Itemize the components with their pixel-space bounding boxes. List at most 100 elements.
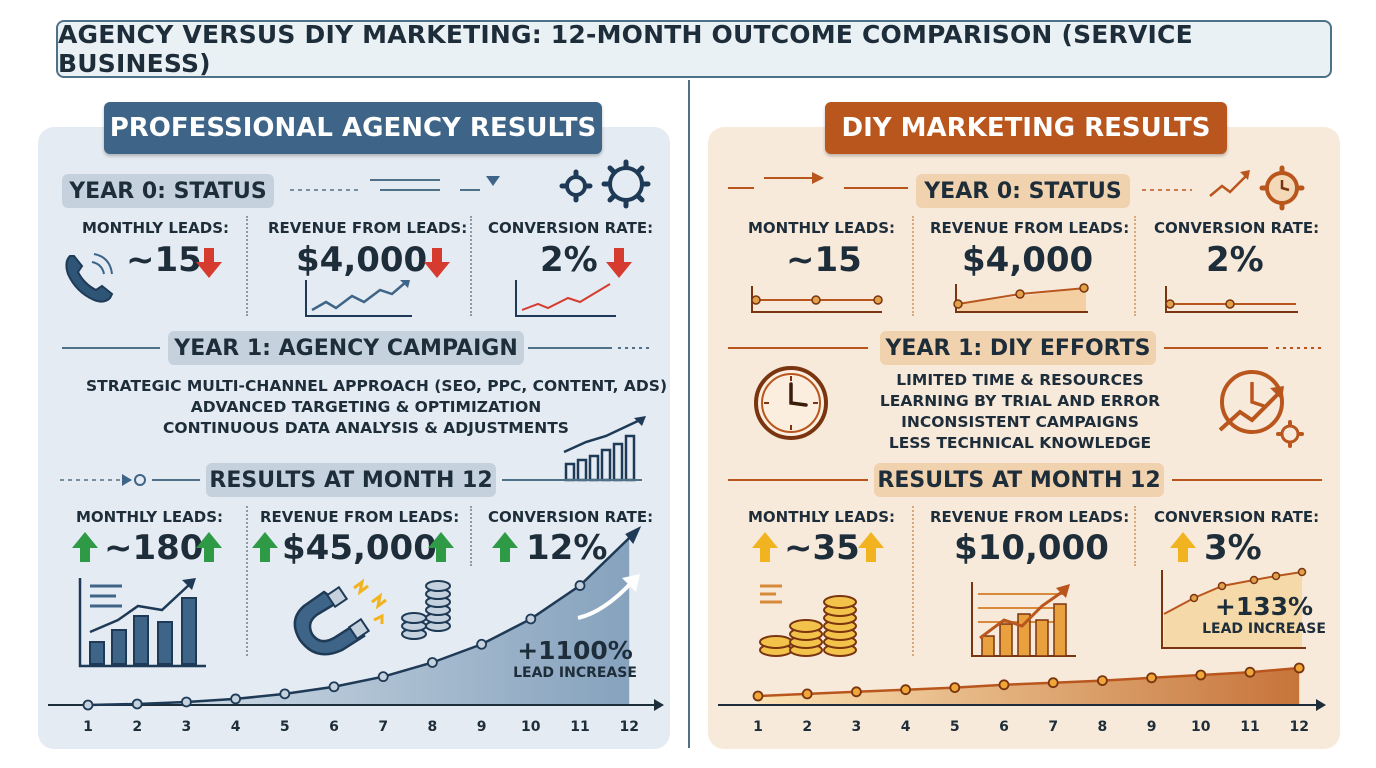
diy-r-leads-value: ~35	[784, 528, 860, 568]
magnet-icon	[293, 578, 451, 656]
gear-icon	[559, 159, 651, 209]
chart-x-tick: 12	[619, 719, 638, 735]
chart-series-line	[87, 537, 631, 707]
chart-x-tick: 4	[231, 719, 241, 735]
chart-point	[1146, 672, 1158, 684]
agency-y0-revenue-value: $4,000	[296, 240, 428, 280]
down-arrow-icon	[196, 248, 222, 278]
diy-r-revenue-value: $10,000	[954, 528, 1109, 568]
up-arrow-icon	[1170, 532, 1196, 562]
chart-point	[949, 682, 961, 694]
coins-icon	[759, 584, 857, 657]
agency-r-conversion-value: 12%	[526, 528, 608, 568]
chart-point	[1293, 662, 1305, 674]
chart-point	[525, 613, 537, 625]
chart-point	[1047, 677, 1059, 689]
chart-x-tick: 2	[802, 719, 812, 735]
chart-point	[279, 688, 291, 700]
down-arrow-icon	[424, 248, 450, 278]
flat-line-icon	[1165, 286, 1298, 313]
decor-line	[502, 479, 642, 481]
chart-point	[426, 657, 438, 668]
agency-y0-leads-label: MONTHLY LEADS:	[82, 219, 229, 237]
up-arrow-icon	[72, 532, 98, 562]
chart-x-tick: 7	[1048, 719, 1058, 735]
chart-point	[801, 688, 813, 700]
chart-x-tick: 6	[999, 719, 1009, 735]
chart-point	[574, 580, 586, 591]
chart-point	[82, 699, 94, 711]
chart-point	[131, 698, 143, 710]
chart-x-tick: 1	[753, 719, 763, 735]
chart-point	[476, 638, 488, 650]
chart-point	[1096, 675, 1108, 687]
agency-r-leads-label: MONTHLY LEADS:	[76, 508, 223, 526]
section-divider-line	[62, 347, 652, 349]
agency-y0-conversion-label: CONVERSION RATE:	[488, 219, 654, 237]
chart-point	[900, 684, 912, 696]
decor-arrow	[60, 474, 200, 486]
diy-year0-pill: YEAR 0: STATUS	[916, 174, 1130, 208]
diy-year1-pill: YEAR 1: DIY EFFORTS	[880, 331, 1156, 365]
agency-y0-conversion-value: 2%	[540, 240, 598, 280]
agency-y0-revenue-label: REVENUE FROM LEADS:	[268, 219, 468, 237]
clock-gear-icon	[1218, 370, 1304, 448]
chart-x-tick: 11	[1240, 719, 1259, 735]
diy-y0-conversion-value: 2%	[1206, 240, 1264, 280]
white-arrow-icon	[577, 574, 640, 620]
chart-point	[1244, 666, 1256, 678]
chart-x-tick: 12	[1289, 719, 1308, 735]
chart-point	[377, 671, 389, 683]
chart-series-line	[757, 666, 1300, 698]
chart-point	[1195, 669, 1207, 681]
diy-r-revenue-label: REVENUE FROM LEADS:	[930, 508, 1130, 526]
agency-results-pill: RESULTS AT MONTH 12	[206, 463, 496, 497]
page-title: AGENCY VERSUS DIY MARKETING: 12-MONTH OU…	[56, 20, 1332, 78]
diy-r-leads-label: MONTHLY LEADS:	[748, 508, 895, 526]
chart-x-tick: 9	[477, 719, 487, 735]
up-arrow-icon	[858, 532, 884, 562]
chart-x-tick: 1	[83, 719, 93, 735]
flat-line-icon	[953, 283, 1089, 313]
agency-year1-desc: STRATEGIC MULTI-CHANNEL APPROACH (SEO, P…	[86, 377, 668, 437]
chart-x-tick: 10	[1191, 719, 1211, 735]
up-arrow-icon	[492, 532, 518, 562]
up-arrow-icon	[252, 532, 278, 562]
agency-increase-badge: +1100% LEAD INCREASE	[513, 636, 637, 681]
bar-chart-icon	[78, 578, 206, 668]
diy-header: DIY MARKETING RESULTS	[825, 102, 1227, 154]
diy-y0-conversion-label: CONVERSION RATE:	[1154, 219, 1320, 237]
diy-y0-revenue-label: REVENUE FROM LEADS:	[930, 219, 1130, 237]
chart-point	[998, 679, 1010, 691]
diy-r-conversion-value: 3%	[1204, 528, 1262, 568]
diy-increase-badge: +133% LEAD INCREASE	[1202, 592, 1326, 637]
diy-results-pill: RESULTS AT MONTH 12	[874, 463, 1164, 497]
chart-point	[328, 681, 340, 693]
clock-icon	[754, 366, 828, 440]
chart-x-tick: 7	[378, 719, 388, 735]
agency-growth-chart: 1 2 3 4 5 6 7 8 9 10 11 12	[48, 526, 664, 735]
clock-gear-icon	[1142, 165, 1305, 211]
up-arrow-icon	[752, 532, 778, 562]
decor-arrow	[728, 172, 908, 189]
section-divider-line	[728, 347, 1322, 349]
chart-x-tick: 8	[428, 719, 438, 735]
agency-year1-pill: YEAR 1: AGENCY CAMPAIGN	[168, 331, 524, 365]
diy-year1-desc: LIMITED TIME & RESOURCES LEARNING BY TRI…	[879, 371, 1161, 452]
center-divider	[688, 80, 690, 748]
agency-r-leads-value: ~180	[104, 528, 204, 568]
agency-year0-pill: YEAR 0: STATUS	[62, 174, 274, 208]
chart-point	[850, 686, 862, 698]
growth-area-icon	[1161, 567, 1307, 649]
diy-y0-leads-value: ~15	[786, 240, 862, 280]
diy-y0-revenue-value: $4,000	[962, 240, 1094, 280]
diy-y0-leads-label: MONTHLY LEADS:	[748, 219, 895, 237]
chart-x-tick: 4	[901, 719, 911, 735]
decor-lines	[290, 176, 500, 191]
chart-point	[752, 690, 764, 702]
chart-area-fill	[88, 538, 630, 705]
chart-x-tick: 6	[329, 719, 339, 735]
trend-chart-icon	[515, 280, 616, 317]
diy-r-conversion-label: CONVERSION RATE:	[1154, 508, 1320, 526]
up-arrow-icon	[428, 532, 454, 562]
